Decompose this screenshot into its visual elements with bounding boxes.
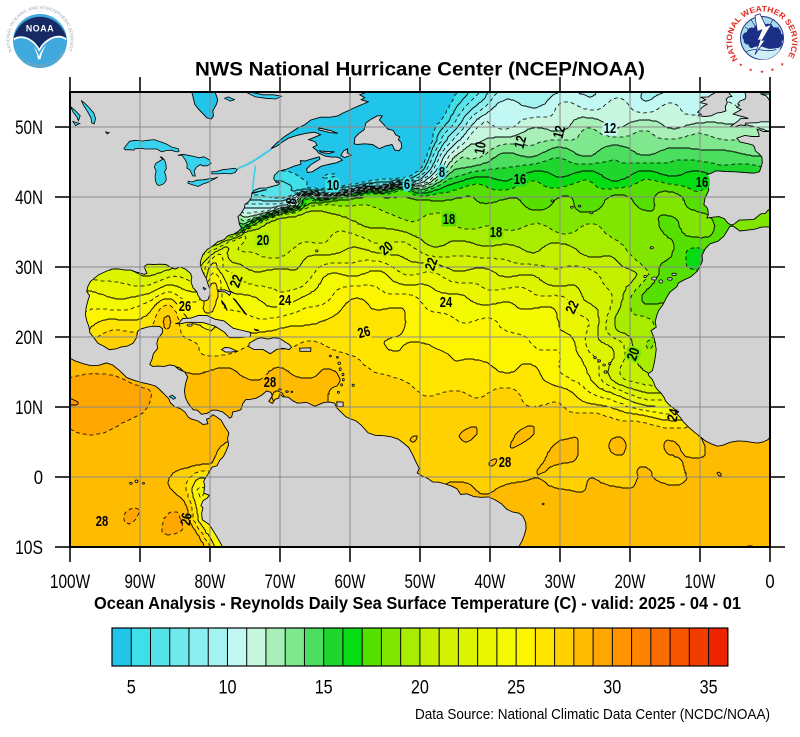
svg-text:8: 8 bbox=[284, 197, 301, 206]
svg-text:NOAA: NOAA bbox=[26, 24, 54, 34]
svg-text:15: 15 bbox=[315, 677, 333, 699]
svg-text:12: 12 bbox=[551, 124, 570, 140]
svg-text:20: 20 bbox=[411, 677, 429, 699]
svg-text:10N: 10N bbox=[15, 397, 43, 419]
svg-text:25: 25 bbox=[507, 677, 525, 699]
svg-text:30: 30 bbox=[603, 677, 621, 699]
svg-text:40N: 40N bbox=[15, 187, 43, 209]
svg-text:24: 24 bbox=[440, 295, 452, 311]
svg-text:80W: 80W bbox=[195, 571, 226, 593]
svg-text:NWS National Hurricane Center: NWS National Hurricane Center (NCEP/NOAA… bbox=[195, 59, 645, 81]
svg-text:28: 28 bbox=[96, 514, 108, 530]
svg-text:10: 10 bbox=[472, 141, 490, 156]
svg-text:100W: 100W bbox=[50, 571, 91, 593]
svg-text:26: 26 bbox=[179, 299, 191, 315]
svg-text:6: 6 bbox=[404, 177, 410, 193]
svg-text:70W: 70W bbox=[265, 571, 296, 593]
svg-text:26: 26 bbox=[178, 512, 196, 527]
svg-text:Ocean Analysis - Reynolds Dail: Ocean Analysis - Reynolds Daily Sea Surf… bbox=[94, 593, 741, 613]
svg-text:20W: 20W bbox=[615, 571, 646, 593]
svg-text:12: 12 bbox=[512, 134, 531, 150]
svg-text:0: 0 bbox=[34, 467, 43, 489]
svg-text:50W: 50W bbox=[405, 571, 436, 593]
svg-text:16: 16 bbox=[696, 175, 708, 191]
svg-text:10S: 10S bbox=[15, 537, 43, 559]
svg-text:Data Source: National Climatic: Data Source: National Climatic Data Cent… bbox=[415, 707, 770, 723]
svg-text:0: 0 bbox=[765, 571, 774, 593]
svg-text:24: 24 bbox=[279, 293, 291, 309]
svg-text:10: 10 bbox=[219, 677, 237, 699]
svg-text:18: 18 bbox=[490, 225, 502, 241]
svg-text:5: 5 bbox=[127, 677, 136, 699]
svg-text:10: 10 bbox=[327, 178, 339, 194]
svg-text:50N: 50N bbox=[15, 117, 43, 139]
svg-text:20: 20 bbox=[257, 233, 269, 249]
svg-text:16: 16 bbox=[514, 172, 526, 188]
svg-text:12: 12 bbox=[604, 121, 616, 137]
svg-text:10W: 10W bbox=[685, 571, 716, 593]
svg-text:30N: 30N bbox=[15, 257, 43, 279]
svg-text:35: 35 bbox=[700, 677, 718, 699]
svg-text:28: 28 bbox=[264, 375, 276, 391]
svg-text:8: 8 bbox=[439, 165, 445, 181]
svg-text:20N: 20N bbox=[15, 327, 43, 349]
svg-text:60W: 60W bbox=[335, 571, 366, 593]
svg-text:30W: 30W bbox=[545, 571, 576, 593]
svg-text:40W: 40W bbox=[475, 571, 506, 593]
svg-text:90W: 90W bbox=[125, 571, 156, 593]
svg-text:28: 28 bbox=[499, 455, 511, 471]
svg-text:18: 18 bbox=[443, 212, 455, 228]
svg-text:24: 24 bbox=[665, 407, 684, 423]
